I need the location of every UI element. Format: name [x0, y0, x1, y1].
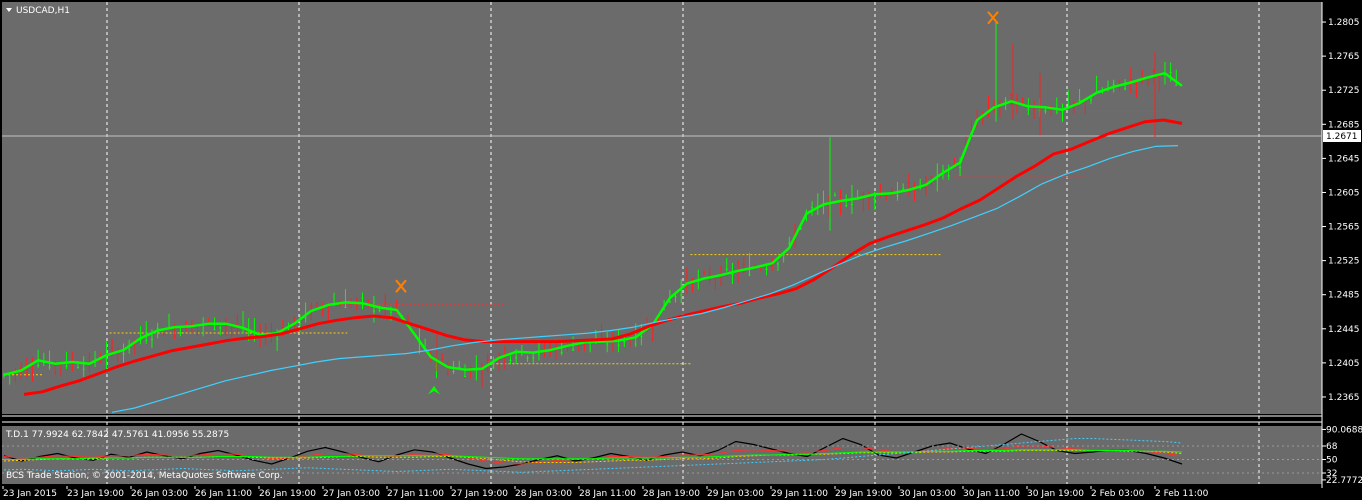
- time-tick-label: 30 Jan 03:00: [899, 489, 956, 499]
- time-axis: 23 Jan 2015 23 Jan 19:00 26 Jan 03:00 26 Ja…: [2, 486, 1209, 499]
- time-tick-label: 30 Jan 19:00: [1027, 489, 1084, 499]
- price-tick-label: 1.2645: [1328, 154, 1360, 164]
- time-tick-label: 28 Jan 03:00: [515, 489, 572, 499]
- indicator-tick-label: 50: [1326, 456, 1338, 466]
- indicator-line: [3, 438, 1183, 473]
- series-line: [111, 145, 1179, 413]
- indicator-footer: BCS Trade Station, © 2001-2014, MetaQuot…: [6, 471, 283, 481]
- price-tick-label: 1.2565: [1328, 223, 1360, 233]
- markers: [395, 11, 999, 395]
- price-tick-label: 1.2405: [1328, 359, 1360, 369]
- time-tick-label: 27 Jan 19:00: [451, 489, 508, 499]
- indicator-title: T.D.1 77.9924 62.7842 47.5761 41.0956 55…: [5, 430, 229, 440]
- price-tick-label: 1.2685: [1328, 120, 1360, 130]
- time-tick-label: 29 Jan 11:00: [771, 489, 828, 499]
- time-tick-label: 23 Jan 2015: [3, 489, 57, 499]
- price-tick-label: 1.2445: [1328, 325, 1360, 335]
- price-tick-label: 1.2725: [1328, 86, 1360, 96]
- series-line: [23, 118, 1183, 396]
- time-tick-label: 29 Jan 03:00: [707, 489, 764, 499]
- main-series: [3, 71, 1183, 413]
- time-tick-label: 26 Jan 03:00: [131, 489, 188, 499]
- indicator-series: [3, 433, 1183, 473]
- price-tick-label: 1.2605: [1328, 188, 1360, 198]
- time-tick-label: 26 Jan 11:00: [195, 489, 252, 499]
- main-plot-area[interactable]: [2, 2, 1322, 414]
- time-tick-label: 26 Jan 19:00: [259, 489, 316, 499]
- time-tick-label: 2 Feb 03:00: [1091, 489, 1145, 499]
- price-axis: 1.2805 1.2765 1.2725 1.2685 1.2645 1.2605 1.25…: [1322, 18, 1360, 403]
- price-tick-label: 1.2485: [1328, 291, 1360, 301]
- price-tick-label: 1.2765: [1328, 52, 1360, 62]
- green-arrow-icon: [428, 385, 440, 395]
- orange-cross-icon: [987, 11, 999, 25]
- indicator-line: [3, 433, 1183, 470]
- main-title: USDCAD,H1: [16, 6, 70, 16]
- indicator-plot-area[interactable]: [2, 426, 1322, 484]
- time-tick-label: 28 Jan 11:00: [579, 489, 636, 499]
- time-tick-label: 29 Jan 19:00: [835, 489, 892, 499]
- current-price-label: 1.2671: [1326, 132, 1358, 142]
- time-tick-label: 2 Feb 11:00: [1155, 489, 1209, 499]
- price-tick-label: 1.2805: [1328, 18, 1360, 28]
- time-tick-label: 27 Jan 03:00: [323, 489, 380, 499]
- time-tick-label: 30 Jan 11:00: [963, 489, 1020, 499]
- indicator-tick-label: 32: [1326, 469, 1337, 479]
- time-tick-label: 23 Jan 19:00: [67, 489, 124, 499]
- price-tick-label: 1.2365: [1328, 393, 1360, 403]
- indicator-tick-label: 22.7772: [1326, 476, 1362, 486]
- time-tick-label: 27 Jan 11:00: [387, 489, 444, 499]
- time-tick-label: 28 Jan 19:00: [643, 489, 700, 499]
- price-tick-label: 1.2525: [1328, 257, 1360, 267]
- series-line: [3, 71, 1183, 377]
- indicator-tick-label: 90.0688: [1326, 425, 1362, 435]
- indicator-line: [4, 449, 1183, 460]
- orange-cross-icon: [395, 279, 407, 293]
- current-price-box: [1323, 130, 1361, 142]
- indicator-tick-label: 68: [1326, 442, 1338, 452]
- triangle-down-icon[interactable]: [6, 8, 12, 12]
